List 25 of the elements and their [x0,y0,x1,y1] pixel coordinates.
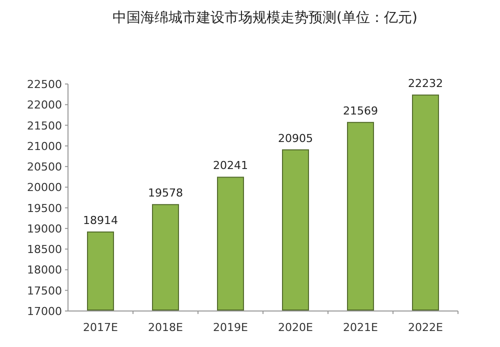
y-tick-label: 17000 [27,305,62,318]
data-label: 21569 [343,104,378,118]
data-label: 19578 [148,186,183,200]
x-tick-label: 2019E [213,321,248,334]
y-tick-label: 22000 [27,98,62,112]
y-tick-label: 19000 [27,222,62,236]
data-label: 20905 [278,132,313,145]
x-tick-label: 2021E [343,321,378,334]
data-label: 18914 [83,214,118,228]
y-tick-label: 22500 [27,78,62,91]
data-label: 20241 [213,159,248,172]
chart-title: 中国海绵城市建设市场规模走势预测(单位：亿元) [112,10,418,26]
x-tick-label: 2017E [83,321,118,334]
data-label: 22232 [408,77,443,90]
y-tick-label: 18000 [27,264,62,277]
x-tick-label: 2022E [408,321,444,334]
y-tick-label: 21500 [27,119,62,132]
y-tick-label: 20500 [27,160,62,174]
y-tick-label: 20000 [27,181,62,194]
y-tick-label: 19500 [27,202,62,215]
y-tick-label: 17500 [27,284,62,298]
x-tick-label: 2018E [148,321,184,334]
x-tick-label: 2020E [278,321,314,334]
y-tick-label: 18500 [27,243,62,256]
y-tick-label: 21000 [27,140,62,153]
